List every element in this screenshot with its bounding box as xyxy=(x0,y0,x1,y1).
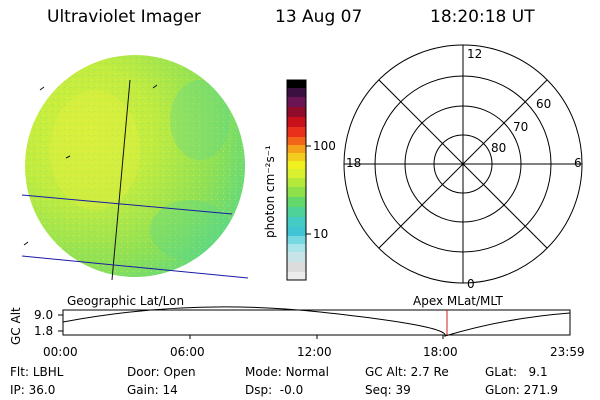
status-dsp: Dsp: -0.0 xyxy=(245,383,304,397)
x-tick-0600: 06:00 xyxy=(170,345,205,359)
color-scale-bar xyxy=(286,79,311,281)
status-gain: Gain: 14 xyxy=(127,383,178,397)
status-door: Door: Open xyxy=(127,365,196,379)
y-axis-label: GC Alt xyxy=(9,307,23,345)
mlt-label-12: 12 xyxy=(467,47,483,61)
parallel-line xyxy=(21,194,233,215)
status-ip: IP: 36.0 xyxy=(10,383,56,397)
parallel-line-lower xyxy=(21,255,249,279)
date-readout: 13 Aug 07 xyxy=(275,7,363,27)
status-seq: Seq: 39 xyxy=(365,383,411,397)
status-mode: Mode: Normal xyxy=(245,365,329,379)
x-tick-2359: 23:59 xyxy=(550,345,585,359)
status-gc-alt: GC Alt: 2.7 Re xyxy=(365,365,449,379)
altitude-timeline[interactable] xyxy=(58,306,571,339)
apex-label: Apex MLat/MLT xyxy=(413,294,503,308)
y-tick-low: 1.8 xyxy=(34,324,54,338)
auroral-image[interactable] xyxy=(21,55,249,281)
altitude-curve xyxy=(62,306,571,337)
mlt-label-18: 18 xyxy=(346,156,362,170)
x-tick-1800: 18:00 xyxy=(423,345,458,359)
x-tick-0000: 00:00 xyxy=(43,345,78,359)
time-readout: 18:20:18 UT xyxy=(430,7,535,27)
x-tick-1200: 12:00 xyxy=(297,345,332,359)
mlt-label-0: 0 xyxy=(467,277,475,291)
status-filter: Flt: LBHL xyxy=(10,365,64,379)
lat-label-60: 60 xyxy=(536,97,552,111)
colorbar-tick-10: 10 xyxy=(313,227,329,241)
polar-grid xyxy=(343,44,583,284)
colorbar-tick-100: 100 xyxy=(313,139,336,153)
geographic-label: Geographic Lat/Lon xyxy=(67,294,185,308)
lat-label-80: 80 xyxy=(491,141,507,155)
status-glon: GLon: 271.9 xyxy=(485,383,558,397)
meridian-line xyxy=(111,79,131,281)
y-tick-high: 9.0 xyxy=(34,308,54,322)
colorbar-units-label: photon cm⁻²s⁻¹ xyxy=(263,145,277,238)
mlt-label-6: 6 xyxy=(574,156,582,170)
app-title: Ultraviolet Imager xyxy=(47,7,201,27)
lat-label-70: 70 xyxy=(513,120,529,134)
status-glat: GLat: 9.1 xyxy=(485,365,548,379)
